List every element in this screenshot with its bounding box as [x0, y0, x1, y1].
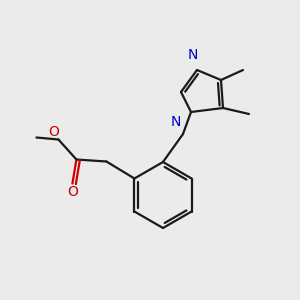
Text: O: O: [67, 184, 78, 199]
Text: N: N: [188, 48, 198, 62]
Text: O: O: [48, 125, 59, 140]
Text: N: N: [171, 115, 181, 129]
